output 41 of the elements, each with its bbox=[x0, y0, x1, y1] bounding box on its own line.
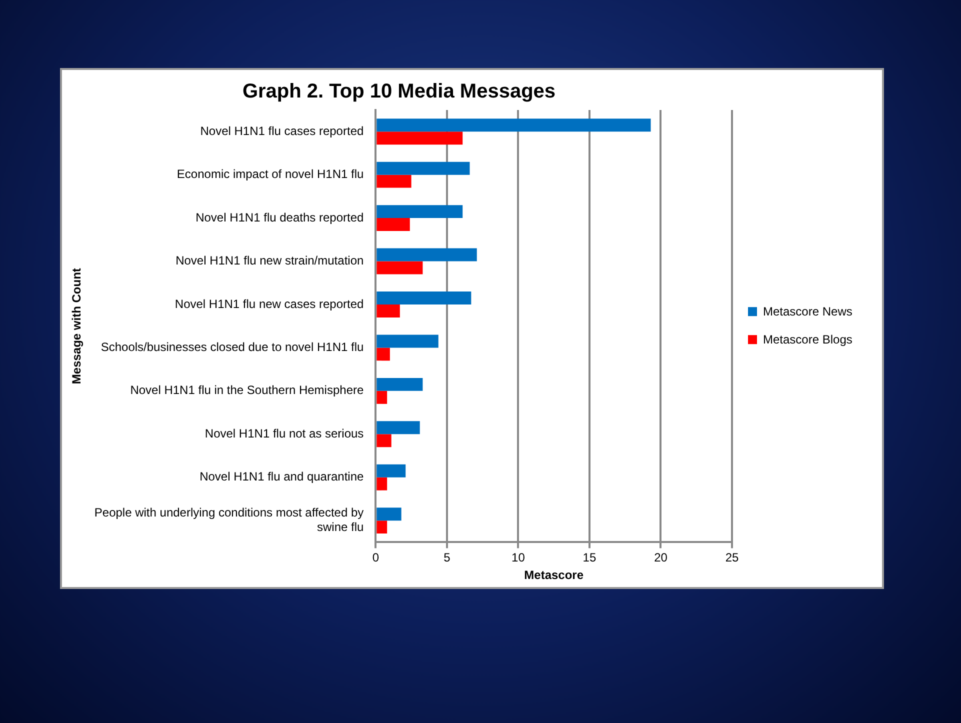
chart-title: Graph 2. Top 10 Media Messages bbox=[242, 80, 556, 103]
bar bbox=[376, 477, 388, 490]
bar bbox=[376, 162, 470, 175]
y-axis-title: Message with Count bbox=[70, 268, 84, 384]
y-tick-label: People with underlying conditions most affected by swine flu bbox=[94, 506, 364, 534]
bar bbox=[376, 508, 402, 521]
bar bbox=[376, 434, 392, 448]
y-tick-label: Novel H1N1 flu and quarantine bbox=[200, 470, 364, 484]
x-tick-label: 0 bbox=[372, 550, 380, 565]
y-tick-label: Novel H1N1 flu new cases reported bbox=[174, 296, 364, 311]
y-tick-label: Novel H1N1 flu deaths reported bbox=[196, 210, 364, 224]
x-axis-title: Metascore bbox=[524, 568, 584, 582]
legend-label: Metascore Blogs bbox=[763, 332, 852, 346]
x-tick-label: 20 bbox=[654, 550, 668, 565]
bar bbox=[376, 348, 390, 361]
bar bbox=[376, 421, 420, 434]
bar bbox=[376, 132, 463, 145]
y-tick-label: Novel H1N1 flu cases reported bbox=[200, 124, 364, 138]
y-tick-label: Novel H1N1 flu not as serious bbox=[204, 426, 364, 440]
bar bbox=[376, 390, 388, 404]
bar bbox=[376, 118, 651, 132]
y-tick-label: Novel H1N1 flu new strain/mutation bbox=[176, 254, 364, 268]
bar bbox=[376, 464, 406, 478]
bar bbox=[376, 304, 400, 318]
y-tick-label: Novel H1N1 flu in the Southern Hemisphere bbox=[130, 383, 364, 398]
x-tick-label: 15 bbox=[582, 550, 596, 565]
bar bbox=[376, 292, 472, 304]
y-tick-label: Economic impact of novel H1N1 flu bbox=[176, 167, 364, 182]
bar bbox=[376, 218, 410, 232]
y-tick-label: Schools/businesses closed due to novel H1N1 flu bbox=[100, 340, 364, 354]
bar bbox=[376, 378, 423, 391]
legend-label: Metascore News bbox=[763, 304, 852, 318]
x-tick-label: 5 bbox=[444, 550, 451, 565]
bar bbox=[376, 174, 412, 188]
bar bbox=[376, 334, 438, 348]
bar bbox=[376, 248, 477, 262]
bar bbox=[376, 205, 463, 218]
bar bbox=[376, 520, 388, 534]
x-tick-label: 25 bbox=[725, 550, 739, 565]
x-tick-label: 10 bbox=[512, 550, 526, 565]
bar bbox=[376, 261, 423, 274]
